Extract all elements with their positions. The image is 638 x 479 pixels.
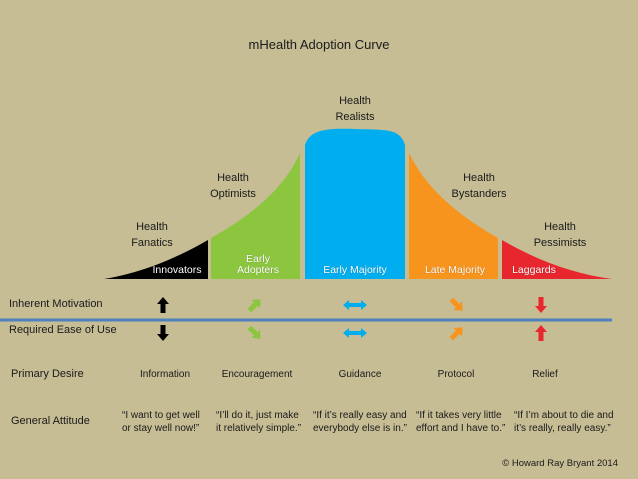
up-right-arrow-icon — [247, 299, 261, 313]
row-label-primary-desire: Primary Desire — [11, 368, 84, 380]
group-label-laggards: Health Pessimists — [533, 221, 587, 249]
attitude-laggards: “If I’m about to die and it’s really, re… — [514, 410, 614, 434]
attitude-early-adopters: “I’ll do it, just make it relatively sim… — [216, 410, 302, 434]
curve-segment-late-majority — [409, 153, 498, 279]
row-label-inherent-motivation: Inherent Motivation — [9, 298, 103, 310]
curve-segment-innovators — [104, 240, 208, 279]
up-arrow-icon — [535, 325, 547, 341]
segment-label-laggards: Laggards — [512, 264, 556, 276]
group-label-early-adopters: Health Optimists — [210, 172, 256, 200]
primary-desire-innovators: Information — [139, 369, 191, 380]
curve-segment-laggards — [502, 240, 612, 279]
group-label-late-majority: Health Bystanders — [451, 172, 507, 200]
primary-desire-early-adopters: Encouragement — [221, 369, 293, 380]
up-arrow-icon — [157, 297, 169, 313]
segment-label-innovators: Innovators — [152, 264, 202, 276]
attitude-innovators: “I want to get well or stay well now!” — [122, 410, 200, 434]
curve-segment-early-majority — [305, 128, 405, 279]
group-label-innovators: Health Fanatics — [131, 221, 173, 249]
down-right-arrow-icon — [449, 297, 463, 311]
down-arrow-icon — [535, 297, 547, 313]
segment-label-late-majority: Late Majority — [424, 264, 486, 276]
group-label-early-majority: Health Realists — [335, 95, 375, 123]
row-label-required-ease-of-use: Required Ease of Use — [9, 324, 117, 336]
primary-desire-early-majority: Guidance — [338, 369, 382, 380]
curve-segment-early-adopters — [211, 153, 300, 279]
attitude-early-majority: “If it’s really easy and everybody else … — [313, 410, 407, 434]
primary-desire-late-majority: Protocol — [437, 369, 475, 380]
left-right-arrow-icon — [343, 300, 367, 310]
copyright: © Howard Ray Bryant 2014 — [502, 458, 618, 469]
primary-desire-laggards: Relief — [532, 369, 558, 380]
down-right-arrow-icon — [247, 325, 261, 339]
attitude-late-majority: “If it takes very little effort and I ha… — [416, 410, 506, 434]
diagram-title: mHealth Adoption Curve — [248, 37, 390, 52]
segment-label-early-adopters: Early Adopters — [236, 253, 280, 276]
down-arrow-icon — [157, 325, 169, 341]
segment-label-early-majority: Early Majority — [323, 264, 387, 276]
row-label-general-attitude: General Attitude — [11, 415, 90, 427]
left-right-arrow-icon — [343, 328, 367, 338]
up-right-arrow-icon — [449, 327, 463, 341]
